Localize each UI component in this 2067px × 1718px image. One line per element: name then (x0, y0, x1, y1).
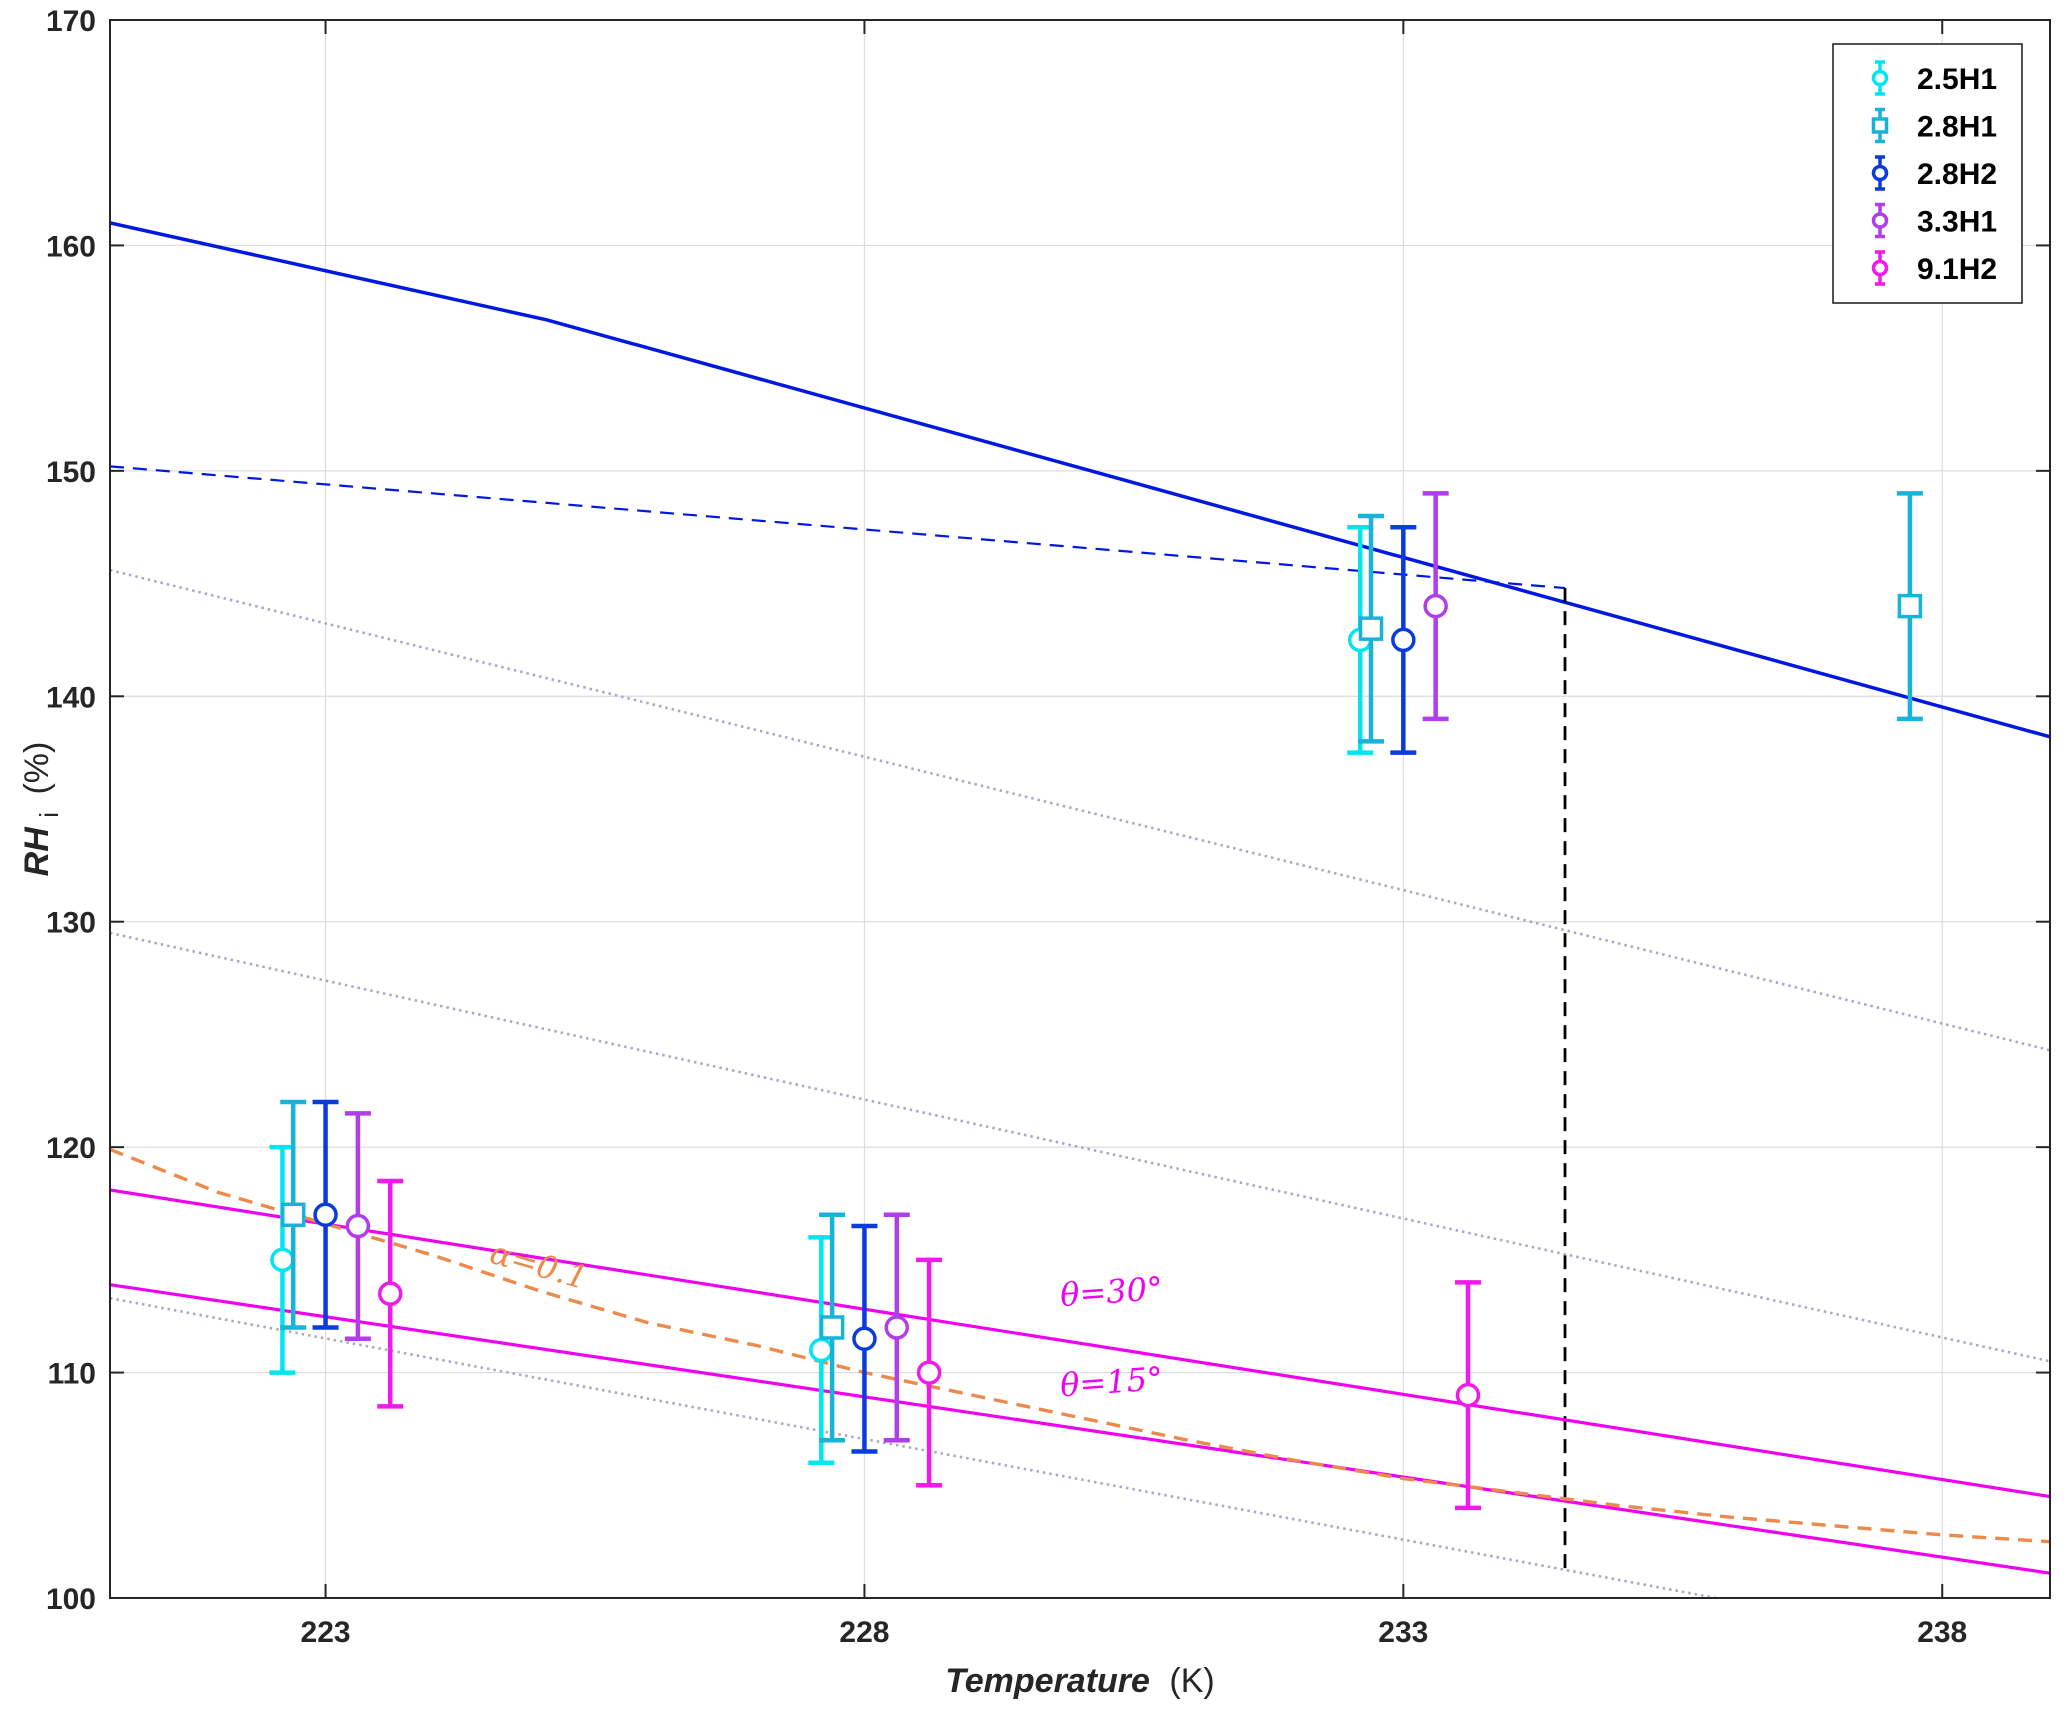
legend-entry: 9.1H2 (1871, 250, 1997, 286)
reference-line (109, 1283, 2051, 1575)
legend-label: 9.1H2 (1917, 253, 1997, 286)
y-tick-label: 100 (46, 1583, 96, 1616)
data-point (916, 1257, 943, 1488)
x-axis-label-main: Temperature (945, 1662, 1150, 1700)
reference-line (109, 1296, 1717, 1600)
data-point (312, 1099, 339, 1330)
reference-line (109, 1147, 2051, 1544)
x-axis-label: Temperature (K) (945, 1662, 1214, 1700)
reference-line (109, 221, 2051, 739)
y-axis-label-main: RH (18, 826, 56, 877)
grid (110, 19, 2050, 1599)
data-point (377, 1178, 404, 1409)
x-tick-label: 223 (301, 1616, 351, 1649)
legend-label: 2.8H1 (1917, 111, 1997, 144)
data-point (344, 1111, 371, 1342)
data-marker (270, 1247, 295, 1273)
data-point (280, 1099, 307, 1330)
y-tick-label: 150 (46, 456, 96, 489)
legend-marker (1871, 259, 1889, 277)
legend-label: 2.5H1 (1917, 63, 1997, 96)
y-axis-label-sub: i (34, 812, 64, 818)
data-marker (313, 1202, 338, 1228)
data-marker (884, 1315, 910, 1340)
x-tick-label: 238 (1917, 1616, 1967, 1649)
x-tick-label: 228 (839, 1616, 889, 1649)
line-annotation: θ=30° (1059, 1269, 1164, 1314)
plot-frame (109, 19, 2051, 1599)
legend-box (1832, 43, 2023, 304)
x-axis-label-unit: (K) (1169, 1662, 1214, 1700)
data-point (1358, 513, 1384, 744)
data-point (1896, 491, 1923, 722)
y-tick-label: 170 (46, 5, 96, 38)
reference-line (109, 568, 2051, 1052)
data-point (269, 1144, 296, 1375)
axis-ticks: 223 228 233 238 100 110 120 130 140 150 160 170 (46, 5, 2050, 1649)
reference-lines (109, 221, 2051, 1600)
x-tick-label: 233 (1378, 1616, 1428, 1649)
data-marker (916, 1360, 942, 1385)
data-marker (1897, 593, 1923, 619)
legend-entry: 3.3H1 (1871, 202, 1997, 239)
data-marker (345, 1213, 371, 1239)
legend-marker (1871, 117, 1889, 134)
y-axis-label-unit: (%) (18, 742, 56, 795)
legend-label: 2.8H2 (1917, 158, 1997, 191)
y-axis-label: RH i (%) (18, 742, 66, 877)
y-tick-label: 110 (48, 1358, 96, 1391)
data-marker (1455, 1382, 1481, 1408)
data-marker (819, 1315, 845, 1340)
data-marker (1391, 627, 1416, 653)
data-series (269, 491, 1923, 1511)
data-point (883, 1212, 910, 1443)
data-marker (852, 1326, 877, 1352)
y-tick-label: 130 (46, 907, 96, 940)
legend-entry: 2.8H1 (1871, 107, 1997, 144)
legend-entry: 2.5H1 (1871, 60, 1997, 96)
data-point (819, 1212, 846, 1443)
data-point (1422, 491, 1449, 722)
data-marker (280, 1202, 306, 1228)
data-marker (809, 1337, 834, 1363)
legend-marker (1871, 212, 1889, 229)
y-tick-label: 120 (46, 1132, 96, 1165)
y-tick-label: 160 (46, 230, 96, 263)
data-marker (1423, 593, 1448, 619)
reference-line (109, 1188, 2051, 1499)
line-annotation: α=0.1 (486, 1233, 592, 1297)
reference-line (109, 465, 1566, 590)
legend-marker (1871, 69, 1889, 87)
line-annotation: θ=15° (1059, 1359, 1164, 1404)
legend: 2.5H1 2.8H1 2.8H2 3.3H1 9.1H2 (1832, 43, 2023, 304)
y-tick-label: 140 (46, 681, 96, 714)
data-point (1455, 1280, 1481, 1511)
data-point (1390, 524, 1417, 755)
legend-entry: 2.8H2 (1871, 155, 1997, 191)
data-point (851, 1223, 878, 1454)
legend-label: 3.3H1 (1917, 206, 1997, 239)
data-marker (1358, 616, 1384, 641)
legend-marker (1871, 164, 1889, 182)
data-marker (377, 1281, 403, 1306)
